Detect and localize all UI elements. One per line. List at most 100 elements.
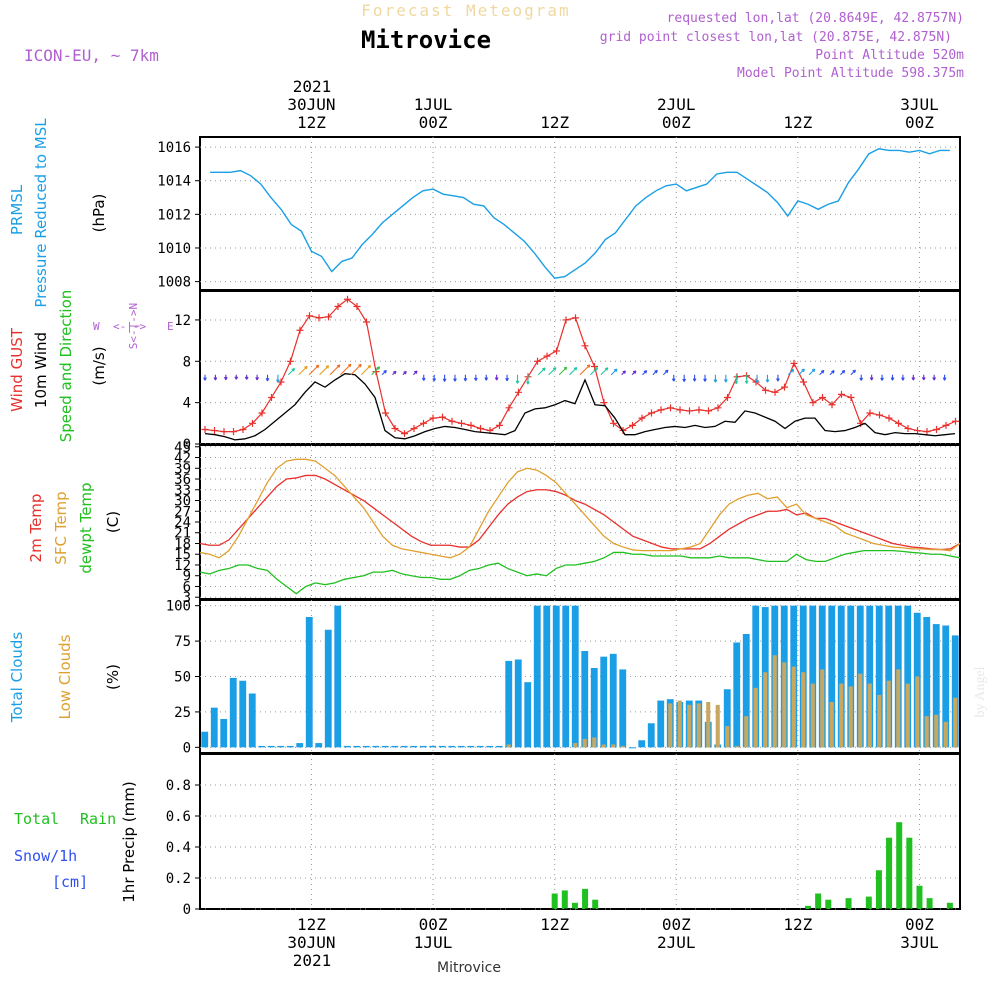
snow-unit: [cm] — [52, 873, 88, 891]
total-cloud-bar — [372, 745, 380, 748]
gust-marker — [258, 409, 266, 417]
rain-label: Rain — [80, 810, 116, 828]
pressure-panel: 1008 1010 1012 1014 1016 — [157, 136, 961, 291]
gust-marker — [876, 411, 883, 419]
y-tick-label: 0.4 — [166, 840, 191, 856]
top-date-label: 1JUL — [414, 95, 453, 114]
total-cloud-bar — [638, 740, 646, 748]
wind-direction-arrow — [621, 370, 627, 376]
rain-bar — [875, 870, 882, 909]
gust-marker — [714, 404, 722, 412]
y-tick-label: 0 — [183, 902, 191, 918]
gust-marker — [201, 426, 209, 434]
wind-direction-arrow — [723, 374, 728, 383]
total-cloud-bar — [505, 660, 513, 748]
wind-direction-arrow — [340, 363, 352, 376]
wind-direction-arrow — [265, 374, 270, 382]
model-name: ICON-EU, ~ 7km — [24, 46, 159, 65]
total-cloud-bar — [353, 745, 361, 748]
wind-direction-arrow — [319, 365, 330, 376]
wind-direction-arrow — [298, 365, 308, 376]
total-cloud-bar — [571, 605, 579, 748]
low-cloud-bar — [782, 662, 787, 748]
wind-direction-arrow — [329, 364, 341, 376]
gust-marker — [781, 383, 788, 391]
compass-east: E — [167, 320, 174, 333]
low-cloud-bar — [839, 683, 844, 748]
wind-direction-arrow — [453, 374, 457, 382]
total-cloud-bar — [267, 745, 275, 748]
panel-frame — [199, 290, 961, 445]
gust-marker — [885, 414, 893, 422]
point-altitude: Point Altitude 520m — [815, 48, 964, 63]
wind-direction-arrow — [579, 364, 591, 376]
rain-bar — [805, 905, 811, 909]
y-tick-label: 15 — [174, 547, 191, 563]
low-cloud-bar — [858, 673, 863, 748]
wind-direction-arrow — [558, 366, 568, 376]
wind-direction-arrow — [808, 368, 816, 376]
year-bottom: 2021 — [293, 951, 332, 970]
y-tick-label: 27 — [174, 504, 191, 520]
low-cloud-bar — [934, 714, 939, 748]
total-cloud-bar — [904, 605, 912, 748]
wind-direction-arrow — [713, 374, 718, 383]
y-tick-label: 45 — [174, 440, 191, 456]
y-tick-label: 1012 — [157, 207, 191, 223]
pressure-label-2: Pressure Reduced to MSL — [32, 118, 50, 308]
wind-direction-arrow — [859, 374, 864, 381]
credit-text: by Angel — [973, 666, 988, 717]
total-cloud-bar — [828, 605, 836, 748]
wind-direction-arrow — [901, 374, 905, 381]
wind-direction-arrow — [850, 369, 856, 376]
gust-marker — [933, 426, 940, 434]
total-cloud-bar — [514, 659, 522, 748]
wind-direction-arrow — [942, 374, 947, 381]
y-tick-label: 0.8 — [166, 778, 191, 794]
total-cloud-bar — [277, 745, 285, 748]
wind-direction-arrow — [371, 366, 381, 376]
gust-marker — [800, 378, 807, 386]
gust-marker — [344, 295, 351, 303]
low-cloud-bar — [582, 738, 587, 748]
y-tick-label: 1016 — [157, 140, 191, 156]
total-cloud-bar — [581, 651, 589, 748]
bottom-hour-label: 00Z — [419, 915, 448, 934]
wind-direction-arrow — [244, 374, 249, 380]
gust-marker — [695, 406, 703, 414]
low-cloud-bar — [592, 737, 597, 748]
gust-marker — [657, 406, 665, 414]
sfc-temp-line — [199, 458, 961, 559]
y-tick-label: 0 — [183, 740, 191, 756]
top-date-label: 3JUL — [900, 95, 939, 114]
gust-marker — [667, 404, 674, 412]
total-cloud-bar — [438, 745, 446, 748]
wind-direction-arrow — [869, 374, 874, 381]
gust-marker — [448, 417, 456, 425]
total-cloud-bar — [248, 693, 256, 748]
wind-direction-arrow — [537, 367, 546, 376]
pressure-line — [210, 148, 950, 279]
total-cloud-bar — [932, 624, 940, 748]
rain-bar — [946, 902, 953, 909]
wind-direction-arrow — [484, 374, 489, 381]
gust-marker — [638, 414, 646, 422]
top-date-label: 30JUN — [287, 95, 335, 114]
wind-direction-arrow — [223, 374, 228, 381]
bottom-date-label: 3JUL — [900, 933, 939, 952]
pressure-unit: (hPa) — [90, 194, 108, 233]
total-cloud-bar — [628, 747, 636, 749]
rain-bar — [916, 885, 923, 909]
gust-marker — [572, 314, 579, 322]
gust-marker — [211, 427, 218, 435]
gust-marker — [828, 401, 836, 409]
bottom-date-label: 30JUN — [287, 933, 335, 952]
wind-direction-arrow — [463, 374, 468, 382]
bottom-date-label: 2JUL — [657, 933, 696, 952]
panel-labels: PRMSL Pressure Reduced to MSL (hPa) Wind… — [8, 118, 174, 903]
gust-marker — [809, 399, 817, 407]
precip-panel: 0 0.2 0.4 0.6 0.8 — [166, 753, 961, 918]
total-cloud-bar — [381, 745, 389, 748]
